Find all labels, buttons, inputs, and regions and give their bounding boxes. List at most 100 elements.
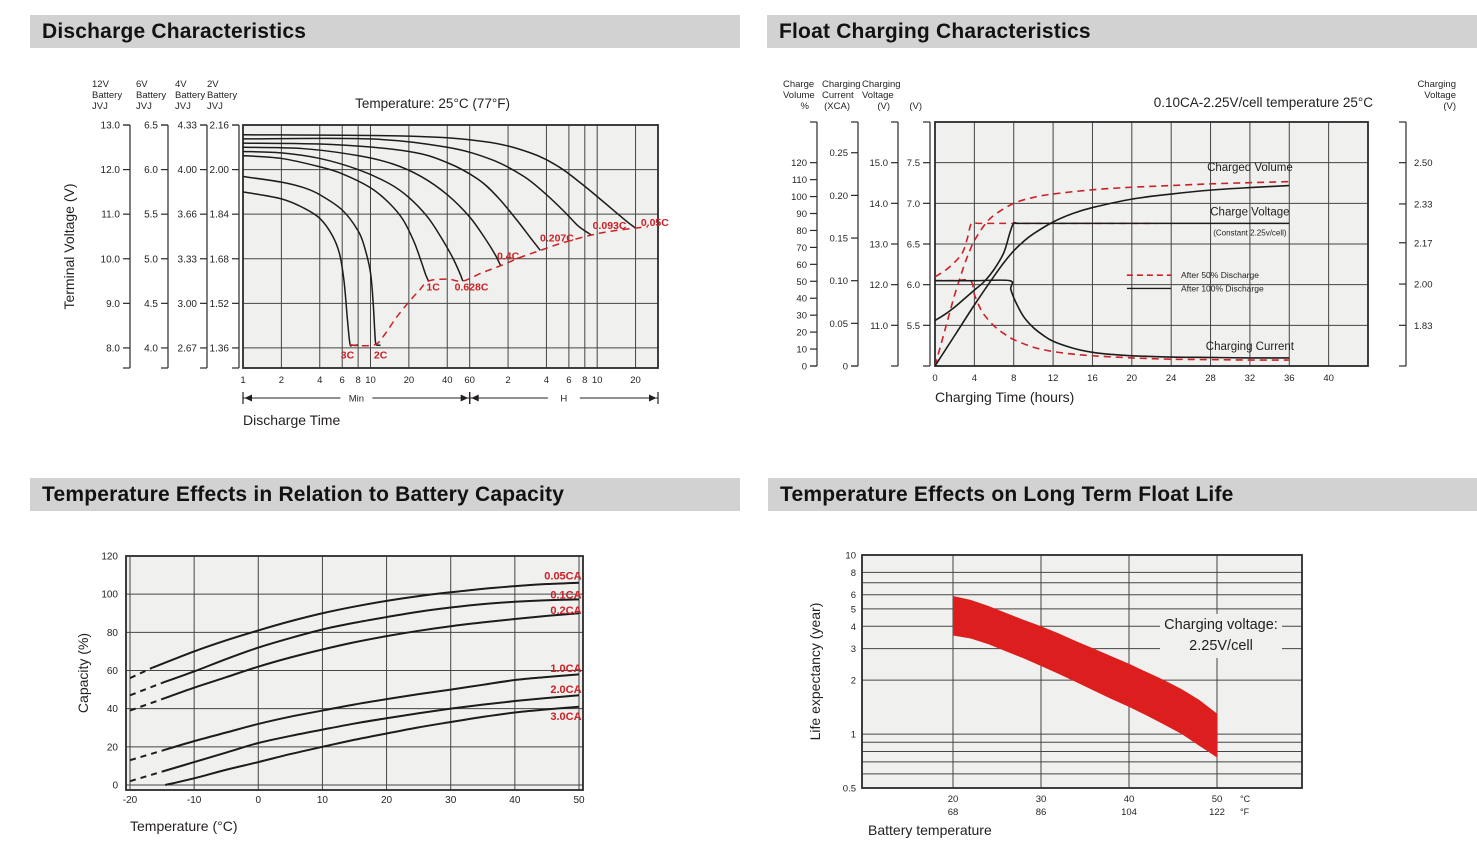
svg-text:5.5: 5.5 bbox=[144, 210, 158, 221]
svg-text:Temperature: 25°C (77°F): Temperature: 25°C (77°F) bbox=[355, 96, 510, 111]
svg-text:9.0: 9.0 bbox=[106, 299, 120, 310]
svg-text:10: 10 bbox=[796, 345, 807, 356]
svg-text:2C: 2C bbox=[374, 349, 388, 361]
section-title-text: Float Charging Characteristics bbox=[779, 20, 1091, 43]
svg-text:0.05CA: 0.05CA bbox=[544, 571, 581, 583]
rate-labels: 3C 2C 1C 0.628C 0.4C 0.207C 0.093C 0.05C bbox=[341, 217, 669, 361]
svg-text:6.0: 6.0 bbox=[144, 165, 158, 176]
svg-text:(XCA): (XCA) bbox=[824, 101, 850, 112]
legend: After 50% Discharge After 100% Discharge bbox=[1126, 270, 1264, 293]
svg-text:After 100% Discharge: After 100% Discharge bbox=[1181, 283, 1264, 293]
svg-text:5: 5 bbox=[851, 604, 856, 615]
svg-text:1C: 1C bbox=[426, 282, 440, 294]
svg-text:0: 0 bbox=[112, 781, 118, 792]
svg-text:Charging Current: Charging Current bbox=[1206, 341, 1295, 353]
svg-text:40: 40 bbox=[1124, 794, 1135, 805]
section-title-float-charging: Float Charging Characteristics bbox=[767, 15, 1477, 48]
svg-text:3.0CA: 3.0CA bbox=[550, 711, 581, 723]
svg-text:60: 60 bbox=[796, 260, 807, 271]
svg-text:3.66: 3.66 bbox=[178, 210, 198, 221]
svg-text:30: 30 bbox=[445, 795, 457, 806]
svg-text:28: 28 bbox=[1205, 373, 1216, 384]
svg-text:JVJ: JVJ bbox=[207, 101, 223, 112]
svg-text:Charging: Charging bbox=[862, 79, 901, 90]
chart-temp-capacity: 0.05CA 0.1CA 0.2CA 1.0CA 2.0CA 3.0CA -20 -10 0 10… bbox=[75, 552, 585, 835]
svg-text:5.0: 5.0 bbox=[144, 254, 158, 265]
svg-text:20: 20 bbox=[796, 328, 807, 339]
svg-text:40: 40 bbox=[442, 375, 453, 386]
svg-text:8: 8 bbox=[582, 375, 587, 386]
svg-text:13.0: 13.0 bbox=[101, 121, 121, 132]
svg-text:104: 104 bbox=[1121, 807, 1137, 818]
svg-text:0: 0 bbox=[932, 373, 937, 384]
svg-text:30: 30 bbox=[796, 311, 807, 322]
svg-text:2V: 2V bbox=[207, 79, 219, 90]
svg-text:4V: 4V bbox=[175, 79, 187, 90]
section-title-text: Discharge Characteristics bbox=[42, 20, 307, 43]
section-title-temp-capacity: Temperature Effects in Relation to Batte… bbox=[30, 478, 740, 511]
svg-text:8: 8 bbox=[1011, 373, 1016, 384]
svg-text:120: 120 bbox=[791, 158, 807, 169]
svg-text:0.05C: 0.05C bbox=[641, 217, 669, 229]
svg-text:1: 1 bbox=[851, 730, 856, 741]
svg-text:0.10: 0.10 bbox=[830, 276, 849, 287]
svg-text:8: 8 bbox=[355, 375, 360, 386]
svg-text:2.00: 2.00 bbox=[210, 165, 230, 176]
svg-text:6.5: 6.5 bbox=[144, 121, 158, 132]
svg-text:Terminal Voltage (V): Terminal Voltage (V) bbox=[61, 183, 77, 309]
svg-text:3.33: 3.33 bbox=[178, 254, 198, 265]
svg-text:24: 24 bbox=[1166, 373, 1177, 384]
svg-text:36: 36 bbox=[1284, 373, 1295, 384]
svg-text:2.17: 2.17 bbox=[1414, 238, 1433, 249]
svg-text:4: 4 bbox=[972, 373, 977, 384]
svg-text:Battery: Battery bbox=[92, 90, 122, 101]
capacity-curves bbox=[129, 581, 580, 786]
axes-labels: -20 -10 0 10 20 30 40 50 0 20 40 60 80 100 120 bbox=[101, 552, 585, 807]
svg-text:80: 80 bbox=[107, 628, 119, 639]
svg-text:6V: 6V bbox=[136, 79, 148, 90]
svg-text:2.33: 2.33 bbox=[1414, 199, 1433, 210]
svg-text:7.5: 7.5 bbox=[907, 158, 920, 169]
svg-text:Min: Min bbox=[349, 394, 364, 405]
section-float-charging: Float Charging Characteristics Charge Vol… bbox=[767, 15, 1477, 495]
svg-text:32: 32 bbox=[1245, 373, 1256, 384]
svg-text:Capacity (%): Capacity (%) bbox=[75, 633, 91, 713]
svg-text:4: 4 bbox=[317, 375, 322, 386]
svg-text:Discharge Time: Discharge Time bbox=[243, 412, 340, 428]
svg-text:0.207C: 0.207C bbox=[540, 232, 574, 244]
rate-labels: 0.05CA 0.1CA 0.2CA 1.0CA 2.0CA 3.0CA bbox=[544, 571, 581, 723]
svg-text:Charging Time (hours): Charging Time (hours) bbox=[935, 389, 1074, 405]
svg-text:-10: -10 bbox=[187, 795, 202, 806]
svg-text:JVJ: JVJ bbox=[92, 101, 108, 112]
svg-text:6: 6 bbox=[851, 590, 856, 601]
svg-text:2.50: 2.50 bbox=[1414, 158, 1433, 169]
svg-text:1: 1 bbox=[240, 375, 245, 386]
section-title-text: Temperature Effects in Relation to Batte… bbox=[42, 483, 565, 506]
svg-text:12.0: 12.0 bbox=[101, 165, 121, 176]
svg-text:H: H bbox=[560, 394, 567, 405]
svg-text:2: 2 bbox=[279, 375, 284, 386]
svg-text:86: 86 bbox=[1036, 807, 1047, 818]
gridlines bbox=[862, 555, 1302, 788]
section-title-float-life: Temperature Effects on Long Term Float L… bbox=[768, 478, 1477, 511]
svg-text:60: 60 bbox=[464, 375, 475, 386]
svg-text:Charged Volume: Charged Volume bbox=[1207, 162, 1293, 174]
svg-text:100: 100 bbox=[791, 192, 807, 203]
svg-text:1.0CA: 1.0CA bbox=[550, 663, 581, 675]
svg-text:-20: -20 bbox=[123, 795, 138, 806]
svg-text:3.00: 3.00 bbox=[178, 299, 198, 310]
svg-text:6: 6 bbox=[340, 375, 345, 386]
svg-text:0.4C: 0.4C bbox=[497, 250, 520, 262]
svg-text:1.83: 1.83 bbox=[1414, 321, 1433, 332]
svg-text:2.67: 2.67 bbox=[178, 343, 198, 354]
svg-text:(V): (V) bbox=[1443, 101, 1456, 112]
section-title-text: Temperature Effects on Long Term Float L… bbox=[780, 483, 1234, 506]
svg-text:20: 20 bbox=[1127, 373, 1138, 384]
discharge-curves bbox=[242, 134, 648, 347]
svg-text:0.15: 0.15 bbox=[830, 234, 849, 245]
svg-text:0.2CA: 0.2CA bbox=[550, 605, 581, 617]
svg-text:2.00: 2.00 bbox=[1414, 280, 1433, 291]
chart-float-life: Charging voltage:2.25V/cell1086543210.52… bbox=[807, 551, 1303, 838]
svg-text:110: 110 bbox=[792, 175, 807, 186]
